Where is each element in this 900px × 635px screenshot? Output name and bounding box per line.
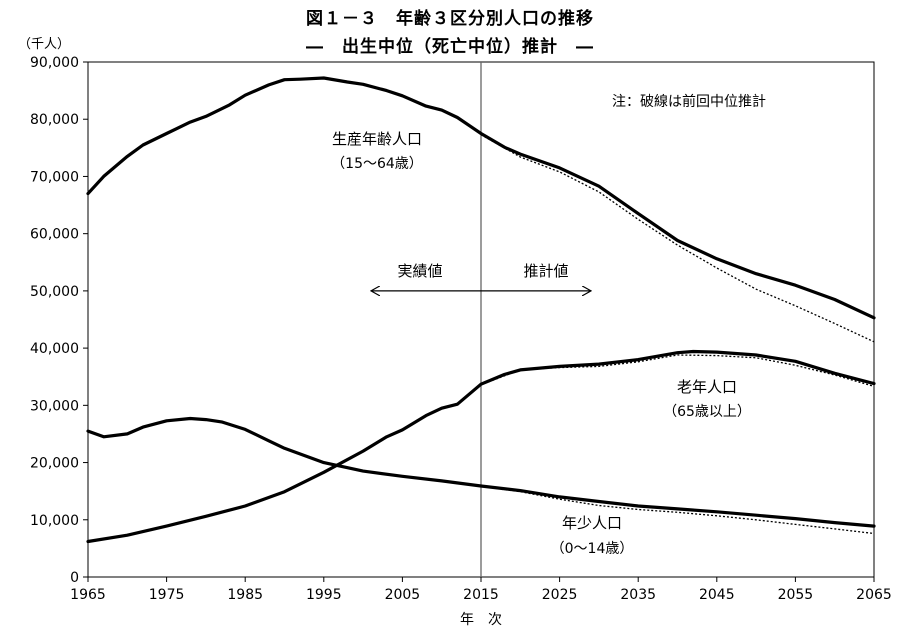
x-tick-label: 2005 (385, 587, 421, 603)
y-axis: 0 10,000 20,000 30,000 40,000 50,000 60,000 70,… (30, 55, 88, 586)
actual-values-label: 実績値 (397, 262, 442, 280)
y-tick-label: 70,000 (30, 169, 79, 185)
x-tick-label: 1965 (70, 587, 106, 603)
working-age-previous-projection-line (480, 134, 875, 343)
y-tick-label: 0 (70, 570, 79, 586)
y-tick-label: 20,000 (30, 456, 79, 472)
elderly-population-line (86, 349, 876, 544)
youth-label: 年少人口 (562, 514, 622, 532)
y-tick-label: 40,000 (30, 341, 79, 357)
elderly-range-label: （65歳以上） (663, 404, 751, 420)
y-tick-label: 60,000 (30, 227, 79, 243)
chart-note: 注：破線は前回中位推計 (612, 93, 766, 110)
x-tick-label: 2045 (699, 587, 735, 603)
y-tick-label: 30,000 (30, 398, 79, 414)
x-tick-label: 2015 (463, 587, 499, 603)
x-tick-label: 2035 (620, 587, 656, 603)
y-tick-label: 50,000 (30, 284, 79, 300)
x-tick-label: 2025 (542, 587, 578, 603)
x-axis-title: 年 次 (460, 612, 502, 628)
projected-values-label: 推計値 (523, 262, 568, 280)
y-tick-label: 80,000 (30, 112, 79, 128)
x-tick-label: 2065 (856, 587, 892, 603)
working-age-label: 生産年齢人口 (332, 130, 422, 148)
x-tick-label: 1975 (149, 587, 185, 603)
chart-title: 図１－３ 年齢３区分別人口の推移 (306, 9, 594, 29)
youth-population-line (86, 416, 876, 528)
chart-subtitle: ― 出生中位（死亡中位）推計 ― (306, 37, 594, 57)
y-tick-label: 10,000 (30, 513, 79, 529)
series-lines (86, 76, 876, 544)
x-tick-label: 2055 (778, 587, 814, 603)
working-age-range-label: （15～64歳） (331, 156, 423, 172)
y-tick-label: 90,000 (30, 55, 79, 71)
x-axis: 1965 1975 1985 1995 2005 2015 2025 2035 2045 2055… (70, 577, 892, 603)
previous-projection-lines (480, 134, 875, 535)
x-tick-label: 1995 (306, 587, 342, 603)
x-tick-label: 1985 (227, 587, 263, 603)
working-age-population-line (86, 76, 876, 320)
elderly-label: 老年人口 (677, 378, 737, 396)
youth-range-label: （0～14歳） (551, 541, 634, 557)
y-axis-unit-label: （千人） (18, 37, 70, 52)
